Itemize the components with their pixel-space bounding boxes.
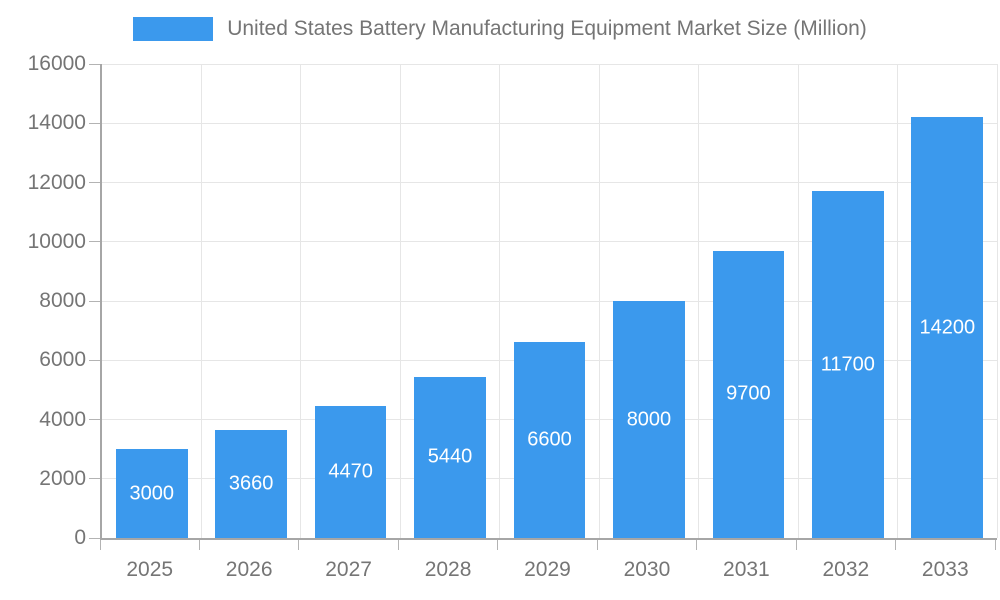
legend-swatch[interactable] xyxy=(133,17,214,41)
y-gridline xyxy=(102,182,997,183)
bar-value-label: 9700 xyxy=(726,382,771,405)
bar-2026[interactable]: 3660 xyxy=(215,429,287,538)
y-axis-tick-label: 16000 xyxy=(27,52,86,75)
x-axis-tick-label: 2026 xyxy=(225,558,273,581)
bar-value-label: 3660 xyxy=(228,472,274,495)
y-gridline xyxy=(102,122,997,124)
x-axis-tick-mark xyxy=(795,540,797,550)
y-axis-tick-label: 0 xyxy=(74,526,86,549)
x-gridline xyxy=(499,64,501,538)
y-axis-tick-mark xyxy=(89,182,100,183)
bar-value-label: 11700 xyxy=(820,353,875,376)
x-gridline xyxy=(300,64,302,538)
x-axis-tick-mark xyxy=(99,540,101,550)
bar-2032[interactable]: 11700 xyxy=(812,191,884,538)
x-axis-tick-mark xyxy=(497,540,499,550)
y-axis-tick-mark xyxy=(89,241,100,243)
legend: United States Battery Manufacturing Equi… xyxy=(0,17,1000,41)
bar-2029[interactable]: 6600 xyxy=(513,342,586,538)
bar-value-label: 6600 xyxy=(527,428,572,451)
y-axis-tick-label: 10000 xyxy=(27,229,86,253)
y-axis-tick-mark xyxy=(89,300,100,302)
x-axis-tick-label: 2027 xyxy=(325,558,372,581)
x-axis-tick-mark xyxy=(397,540,399,550)
bar-value-label: 8000 xyxy=(626,408,672,430)
y-gridline xyxy=(102,241,997,243)
y-gridline xyxy=(102,63,997,65)
y-axis-tick-mark xyxy=(89,359,100,361)
x-axis-tick-label: 2032 xyxy=(822,558,870,581)
x-gridline xyxy=(996,64,998,538)
x-axis-tick-label: 2031 xyxy=(723,558,770,581)
bar-value-label: 14200 xyxy=(919,316,976,339)
x-gridline xyxy=(797,64,799,538)
y-axis-tick-label: 14000 xyxy=(27,111,86,135)
x-axis-tick-mark xyxy=(696,540,698,550)
y-axis-tick-mark xyxy=(89,122,100,124)
plot-area: 3000 3660 4470 5440 6600 8000 9700 11700 14200 xyxy=(100,63,998,540)
y-axis-tick-mark xyxy=(89,537,100,539)
y-axis-tick-label: 2000 xyxy=(39,466,86,490)
y-gridline xyxy=(102,300,997,302)
bar-2033[interactable]: 14200 xyxy=(911,117,984,538)
y-axis-tick-label: 12000 xyxy=(27,170,86,194)
x-gridline xyxy=(698,64,700,538)
bar-2027[interactable]: 4470 xyxy=(314,405,387,538)
bar-2031[interactable]: 9700 xyxy=(712,250,785,538)
y-axis-tick-label: 4000 xyxy=(39,407,86,431)
bar-value-label: 3000 xyxy=(129,482,174,505)
x-axis-tick-mark xyxy=(298,540,300,550)
x-gridline xyxy=(897,64,899,538)
y-axis-tick-label: 8000 xyxy=(39,289,86,312)
x-gridline xyxy=(598,64,600,538)
x-gridline xyxy=(200,64,202,538)
bar-2025[interactable]: 3000 xyxy=(115,449,188,538)
x-axis-tick-mark xyxy=(994,540,996,550)
x-axis-tick-label: 2028 xyxy=(424,558,472,581)
legend-label: United States Battery Manufacturing Equi… xyxy=(227,17,867,40)
bar-2030[interactable]: 8000 xyxy=(613,301,685,538)
x-axis-tick-mark xyxy=(198,540,200,550)
x-axis-tick-label: 2033 xyxy=(921,558,969,581)
y-axis-tick-mark xyxy=(89,419,100,420)
x-axis-tick-label: 2029 xyxy=(524,558,571,581)
x-gridline xyxy=(399,64,401,538)
y-axis-tick-mark xyxy=(89,63,100,65)
x-axis-tick-label: 2025 xyxy=(126,558,174,581)
x-axis-tick-mark xyxy=(596,540,598,550)
y-axis-tick-mark xyxy=(89,478,100,480)
y-axis-tick-label: 6000 xyxy=(39,348,86,372)
bar-2028[interactable]: 5440 xyxy=(414,376,486,538)
x-axis-tick-mark xyxy=(895,540,897,550)
bar-value-label: 4470 xyxy=(328,460,373,483)
bar-value-label: 5440 xyxy=(427,445,473,468)
x-axis-tick-label: 2030 xyxy=(623,558,671,581)
